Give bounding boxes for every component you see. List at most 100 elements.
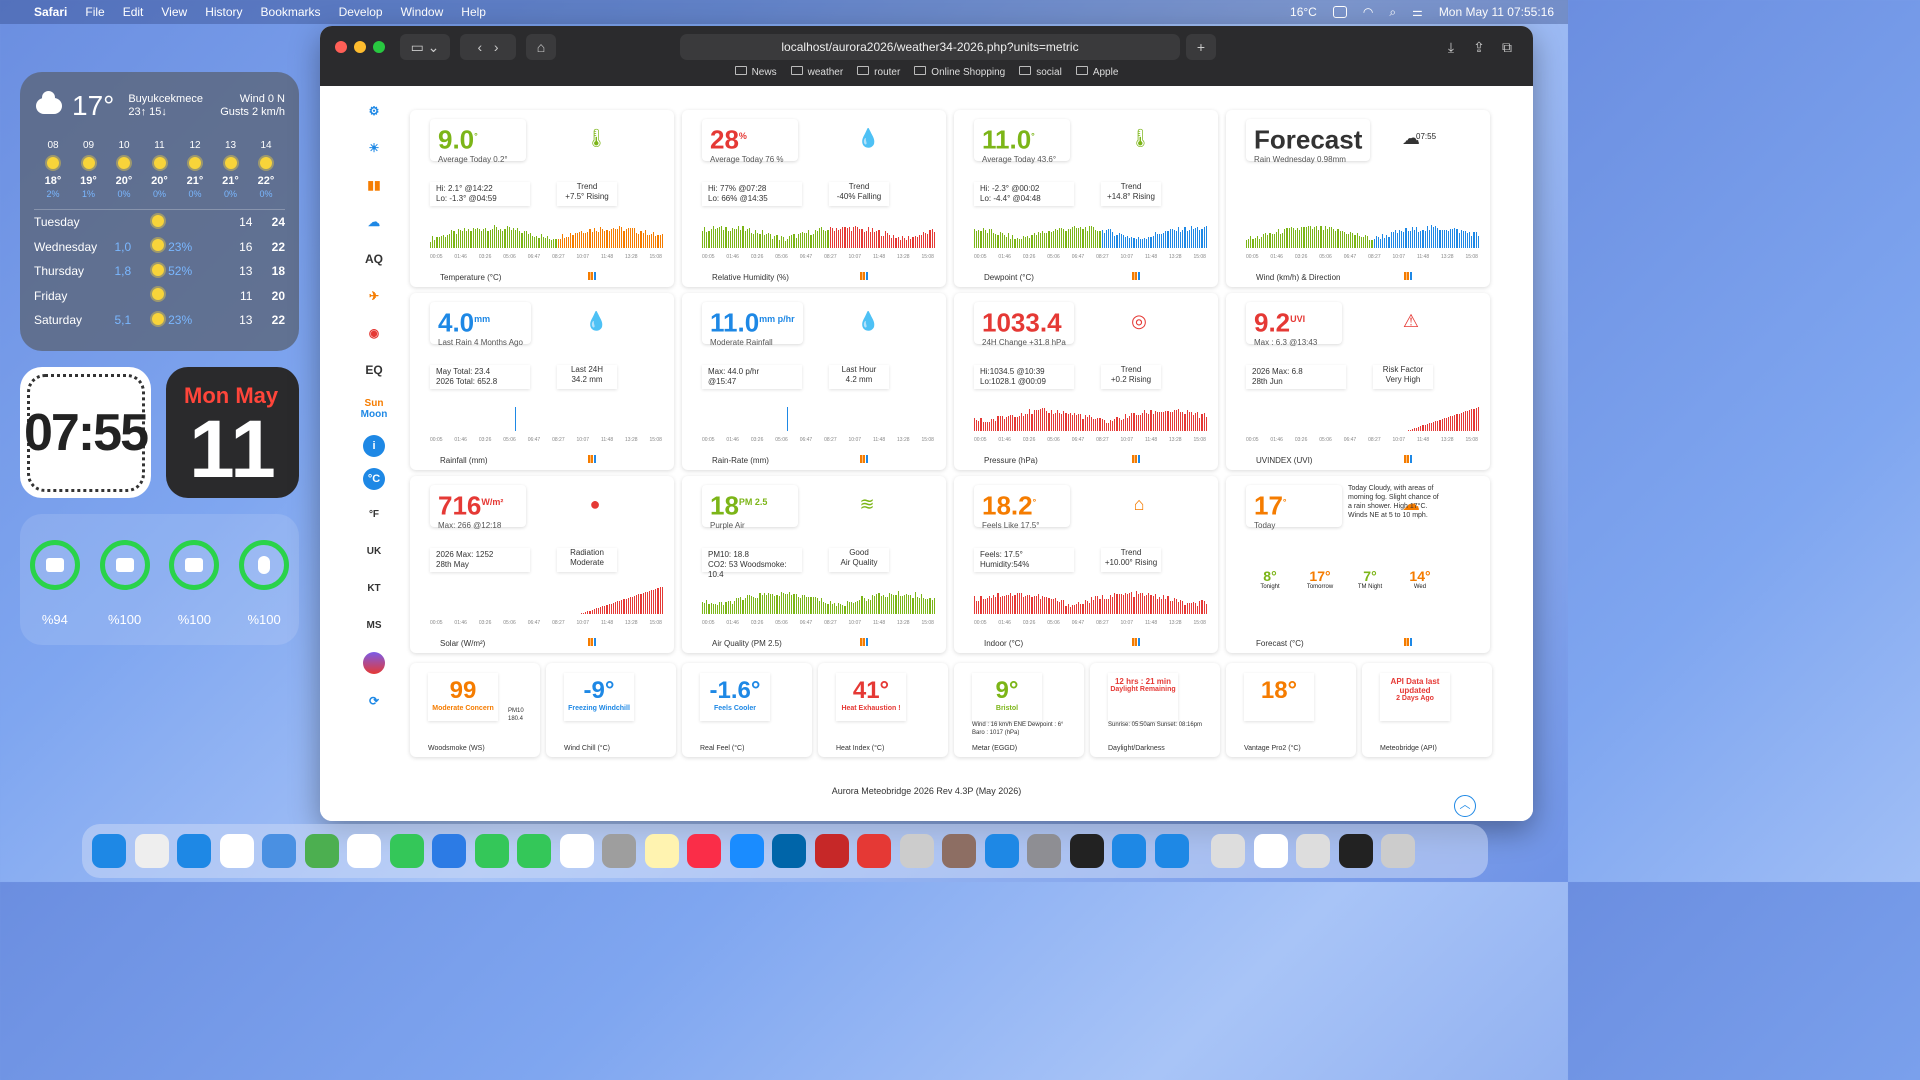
- bookmark-folder[interactable]: Online Shopping: [914, 66, 1005, 84]
- menu-edit[interactable]: Edit: [122, 5, 144, 19]
- search-icon[interactable]: ⌕: [1389, 4, 1397, 19]
- display-icon[interactable]: [1332, 6, 1347, 18]
- dock-app-window-icon[interactable]: [1296, 834, 1330, 868]
- mini-card[interactable]: -1.6° Feels Cooler Real Feel (°C): [682, 663, 812, 757]
- menu-bookmarks[interactable]: Bookmarks: [260, 5, 321, 19]
- chart-icon[interactable]: [1404, 638, 1412, 646]
- dashboard-card[interactable]: 28% Average Today 76 % 💧 Hi: 77% @07:28 Lo: …: [682, 110, 946, 287]
- dock-app-facetime-icon[interactable]: [474, 834, 509, 868]
- chart-icon[interactable]: [860, 272, 868, 280]
- chart-icon[interactable]: [860, 638, 868, 646]
- minimize-button[interactable]: [354, 41, 366, 53]
- dock-app-cloud-icon[interactable]: [432, 834, 466, 868]
- dashboard-card[interactable]: 11.0mm p/hr Moderate Rainfall 💧 Max: 44.0 p…: [682, 293, 946, 470]
- menu-view[interactable]: View: [161, 5, 188, 19]
- mini-card[interactable]: 9° Bristol Wind : 16 km/h ENE Dewpoint : 6…: [954, 663, 1084, 757]
- back-forward-buttons[interactable]: ‹ ›: [460, 34, 516, 60]
- dock-app-notes-icon[interactable]: [644, 834, 679, 868]
- menu-develop[interactable]: Develop: [338, 5, 383, 19]
- menu-window[interactable]: Window: [400, 5, 444, 19]
- aurora-logo[interactable]: [363, 652, 385, 674]
- batteries-widget[interactable]: %94 %100 %100 %100: [20, 514, 299, 645]
- mini-card[interactable]: 99 Moderate Concern PM10 180.4 Woodsmoke (W…: [410, 663, 540, 757]
- bookmark-folder[interactable]: router: [857, 66, 900, 84]
- tabs-overview-icon[interactable]: ⧉: [1502, 38, 1512, 55]
- chart-icon[interactable]: [588, 455, 596, 463]
- theme-sun-icon[interactable]: ☀: [368, 141, 380, 155]
- info-icon[interactable]: i: [363, 435, 385, 457]
- airplane-icon[interactable]: ✈: [368, 289, 380, 303]
- dock-app-calendar-icon[interactable]: [559, 834, 594, 868]
- home-icon[interactable]: ⌂: [526, 34, 556, 60]
- menubar-weather[interactable]: 16°C: [1290, 5, 1317, 19]
- address-bar[interactable]: localhost/aurora2026/weather34-2026.php?…: [680, 34, 1180, 60]
- dock-app-messages-icon[interactable]: [389, 834, 424, 868]
- celsius-unit-button[interactable]: °C: [363, 468, 385, 490]
- dashboard-card[interactable]: 11.0° Average Today 43.6° 🌡 Hi: -2.3° @00:0…: [954, 110, 1218, 287]
- dock-app-terminal-icon[interactable]: [1069, 834, 1104, 868]
- refresh-icon[interactable]: ⟳: [368, 694, 380, 708]
- kt-unit-button[interactable]: KT: [367, 582, 381, 594]
- eq-link[interactable]: EQ: [365, 363, 383, 377]
- dashboard-card[interactable]: 716W/m² Max: 266 @12:18 ● 2026 Max: 1252 28t…: [410, 476, 674, 653]
- dock-app-screen-icon[interactable]: [1338, 834, 1373, 868]
- chart-icon[interactable]: [860, 455, 868, 463]
- mini-card[interactable]: 12 hrs : 21 min Daylight Remaining Sunrise…: [1090, 663, 1220, 757]
- dashboard-card[interactable]: 1033.4 24H Change +31.8 hPa ◎ Hi:1034.5 @10…: [954, 293, 1218, 470]
- mini-card[interactable]: 41° Heat Exhaustion ! Heat Index (°C): [818, 663, 948, 757]
- bookmark-folder[interactable]: News: [735, 66, 777, 84]
- dock-app-finder2-icon[interactable]: [1211, 834, 1245, 868]
- moon-link[interactable]: Moon: [360, 409, 388, 420]
- fahrenheit-unit-button[interactable]: °F: [368, 508, 380, 520]
- dock-app-tools-icon[interactable]: [857, 834, 891, 868]
- date-widget[interactable]: Mon May 11: [166, 367, 299, 498]
- menu-app-name[interactable]: Safari: [34, 5, 68, 19]
- dock-app-settings-icon[interactable]: [1027, 834, 1061, 868]
- chart-icon[interactable]: [588, 272, 596, 280]
- dashboard-card[interactable]: 18.2° Feels Like 17.5° ⌂ Feels: 17.5° Humidi…: [954, 476, 1218, 653]
- menu-file[interactable]: File: [85, 5, 105, 19]
- charts-icon[interactable]: ▮▮: [367, 178, 381, 192]
- share-icon[interactable]: ⇪: [1473, 38, 1485, 55]
- dock-app-folder-icon[interactable]: [942, 834, 976, 868]
- dock-app-finder-icon[interactable]: [92, 834, 126, 868]
- dock-app-launchpad-icon[interactable]: [134, 834, 169, 868]
- dashboard-card[interactable]: 18PM 2.5 Purple Air ≋ PM10: 18.8 CO2: 53 Woo…: [682, 476, 946, 653]
- mini-card[interactable]: -9° Freezing Windchill Wind Chill (°C): [546, 663, 676, 757]
- zoom-button[interactable]: [373, 41, 385, 53]
- clock-widget[interactable]: 07:55: [20, 367, 151, 498]
- scroll-top-button[interactable]: ︿: [1454, 795, 1476, 817]
- dock-app-xcode-icon[interactable]: [1154, 834, 1189, 868]
- close-button[interactable]: [335, 41, 347, 53]
- menubar-clock[interactable]: Mon May 11 07:55:16: [1438, 5, 1554, 19]
- chart-icon[interactable]: [1132, 638, 1140, 646]
- bookmark-folder[interactable]: weather: [791, 66, 844, 84]
- mini-card[interactable]: API Data last updated 2 Days Ago Meteobrid…: [1362, 663, 1492, 757]
- uk-unit-button[interactable]: UK: [366, 545, 382, 557]
- wifi-icon[interactable]: ◠: [1362, 5, 1374, 19]
- sun-link[interactable]: Sun: [364, 398, 384, 409]
- control-center-icon[interactable]: ⚌: [1412, 5, 1423, 19]
- dock-app-music-icon[interactable]: [687, 834, 721, 868]
- dock-app-safari-icon[interactable]: [177, 834, 211, 868]
- dashboard-card[interactable]: 4.0mm Last Rain 4 Months Ago 💧 May Total: 2…: [410, 293, 674, 470]
- download-icon[interactable]: ⤓: [1447, 38, 1455, 55]
- dashboard-card[interactable]: 9.2UVI Max : 6.3 @13:43 ⚠ 2026 Max: 6.8 28th…: [1226, 293, 1490, 470]
- dock-app-appstore-icon[interactable]: [729, 834, 764, 868]
- settings-gear-icon[interactable]: ⚙: [368, 104, 380, 118]
- chart-icon[interactable]: [1132, 272, 1140, 280]
- bookmark-folder[interactable]: Apple: [1076, 66, 1119, 84]
- dashboard-card[interactable]: 17° Today ☁ Today Cloudy, with areas of mor…: [1226, 476, 1490, 653]
- bookmark-folder[interactable]: social: [1019, 66, 1062, 84]
- weather-widget[interactable]: 17° Buyukcekmece 23↑ 15↓ Wind 0 N Gusts 2 …: [20, 72, 299, 351]
- dock-app-docs-icon[interactable]: [1253, 834, 1288, 868]
- chart-icon[interactable]: [1404, 272, 1412, 280]
- webcam-icon[interactable]: ◉: [368, 326, 380, 340]
- dock-app-maps-icon[interactable]: [304, 834, 339, 868]
- chart-icon[interactable]: [1404, 455, 1412, 463]
- dashboard-card[interactable]: 9.0° Average Today 0.2° 🌡 Hi: 2.1° @14:22 Lo…: [410, 110, 674, 287]
- sidebar-toggle-icon[interactable]: ▭ ⌄: [400, 34, 450, 60]
- dock-app-trash-icon[interactable]: [1381, 834, 1415, 868]
- dock-app-mail-icon[interactable]: [262, 834, 296, 868]
- chart-icon[interactable]: [1132, 455, 1140, 463]
